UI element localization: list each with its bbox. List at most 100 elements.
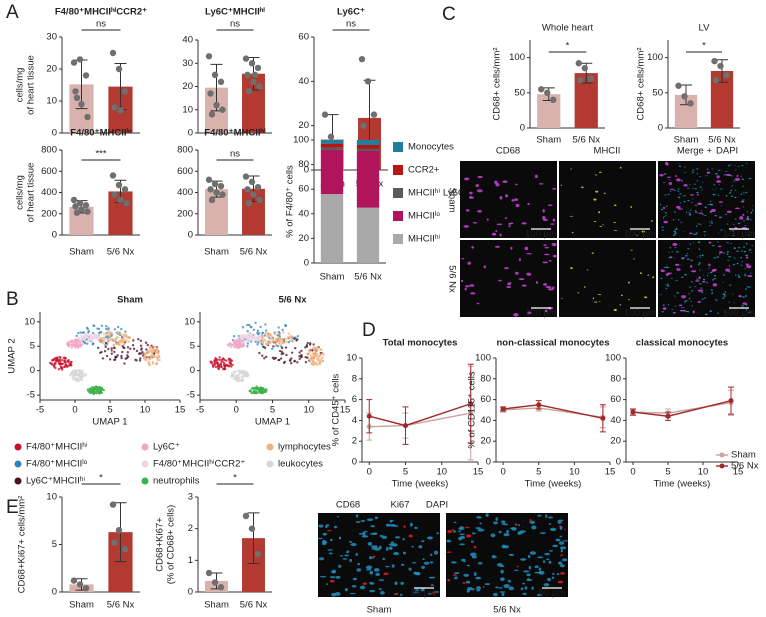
y-tick-label: 800 <box>177 145 193 156</box>
cell-signal <box>328 552 333 555</box>
cell-signal <box>751 245 753 246</box>
cell-signal <box>695 225 698 227</box>
cell-signal <box>544 253 550 256</box>
umap-cell <box>81 374 85 378</box>
cell-signal <box>697 263 700 266</box>
cell-signal <box>673 230 676 232</box>
chart-title: F4/80⁺MHCIIʰⁱCCR2⁺ <box>55 6 147 18</box>
cell-signal <box>360 519 366 522</box>
y-tick-label: 0 <box>52 128 57 139</box>
cell-signal <box>681 295 687 299</box>
umap-cell <box>312 343 315 346</box>
umap-cell <box>313 355 316 358</box>
x-tick-label: 10 <box>140 405 151 416</box>
cell-signal <box>674 211 676 213</box>
cell-signal <box>370 525 375 528</box>
data-point <box>82 202 90 209</box>
cell-signal <box>711 168 713 170</box>
umap-cell <box>74 371 78 374</box>
y-tick-label: -5 <box>27 390 35 401</box>
umap-cell <box>246 345 249 348</box>
bar-segment <box>320 140 344 144</box>
umap-cell <box>309 354 312 357</box>
cell-signal <box>677 208 684 210</box>
y-tick-label: 2 <box>352 436 357 447</box>
cell-signal <box>690 194 694 196</box>
cell-signal <box>685 300 688 302</box>
umap-cell <box>83 342 87 345</box>
cell-signal <box>479 522 482 525</box>
cell-signal <box>684 166 686 168</box>
umap-cell <box>279 357 283 360</box>
cell-signal <box>633 258 635 260</box>
cell-signal <box>361 535 369 538</box>
y-tick-label: 0 <box>304 258 309 269</box>
cell-signal <box>710 211 712 214</box>
cell-signal <box>352 577 357 581</box>
cell-signal <box>745 288 747 290</box>
umap-cell <box>53 365 56 368</box>
cell-signal <box>662 304 665 306</box>
legend-marker <box>141 460 149 468</box>
umap-cell <box>322 353 326 356</box>
umap-cell <box>94 333 97 336</box>
cell-signal <box>688 211 690 213</box>
cell-signal <box>593 220 597 223</box>
cell-signal <box>379 588 382 591</box>
umap-cell <box>294 347 297 350</box>
cell-signal <box>713 274 717 277</box>
y-tick-label: 0 <box>304 165 309 176</box>
y-tick-label: 20 <box>182 81 193 92</box>
cell-signal <box>466 564 471 567</box>
umap-cell <box>312 360 316 364</box>
y-tick-label: 100 <box>647 52 663 63</box>
x-tick-label: 5/6 Nx <box>240 247 268 258</box>
cell-signal <box>559 535 563 538</box>
scale-bar-label: 100 µm <box>624 308 656 319</box>
cell-signal <box>698 175 702 177</box>
umap-cell <box>240 371 243 374</box>
y-tick-label: 10 <box>46 492 57 503</box>
y-tick-label: 3 <box>188 492 193 503</box>
cell-signal <box>710 222 714 224</box>
cell-signal <box>674 228 678 230</box>
umap-cell <box>263 346 267 350</box>
umap-cell <box>277 342 281 345</box>
cell-signal <box>743 206 745 208</box>
cell-signal <box>459 533 465 536</box>
y-axis-label: CD68+Ki67+ <box>155 517 166 572</box>
cell-signal <box>402 551 407 555</box>
data-point <box>248 525 256 532</box>
cell-signal <box>371 548 376 550</box>
cell-signal <box>660 208 664 211</box>
cell-signal <box>706 275 709 277</box>
cell-signal <box>732 223 735 225</box>
cell-signal <box>726 242 729 244</box>
y-tick-label: 0 <box>188 587 193 598</box>
legend-marker <box>14 460 22 468</box>
data-point <box>245 199 253 207</box>
cell-signal <box>709 310 712 312</box>
legend-marker <box>141 443 149 451</box>
umap-cell <box>89 334 93 337</box>
legend-label: leukocytes <box>278 459 323 470</box>
umap-cell <box>80 378 84 382</box>
umap-cell <box>312 352 316 355</box>
umap-cell <box>306 341 309 345</box>
cell-signal <box>728 256 732 258</box>
umap-cell <box>259 325 262 329</box>
cell-signal <box>723 174 726 176</box>
cell-signal <box>719 251 723 254</box>
y-axis-label: of heart tissue <box>26 163 37 223</box>
cell-signal <box>365 565 373 570</box>
umap-cell <box>76 340 79 343</box>
cell-signal <box>693 285 697 287</box>
cell-signal <box>495 183 500 187</box>
cell-signal <box>329 576 336 579</box>
cell-signal <box>394 536 401 539</box>
umap-cell <box>118 343 121 346</box>
data-point <box>242 512 250 520</box>
umap-cell <box>276 344 280 348</box>
cell-signal <box>724 171 727 173</box>
umap-cell <box>153 345 156 348</box>
